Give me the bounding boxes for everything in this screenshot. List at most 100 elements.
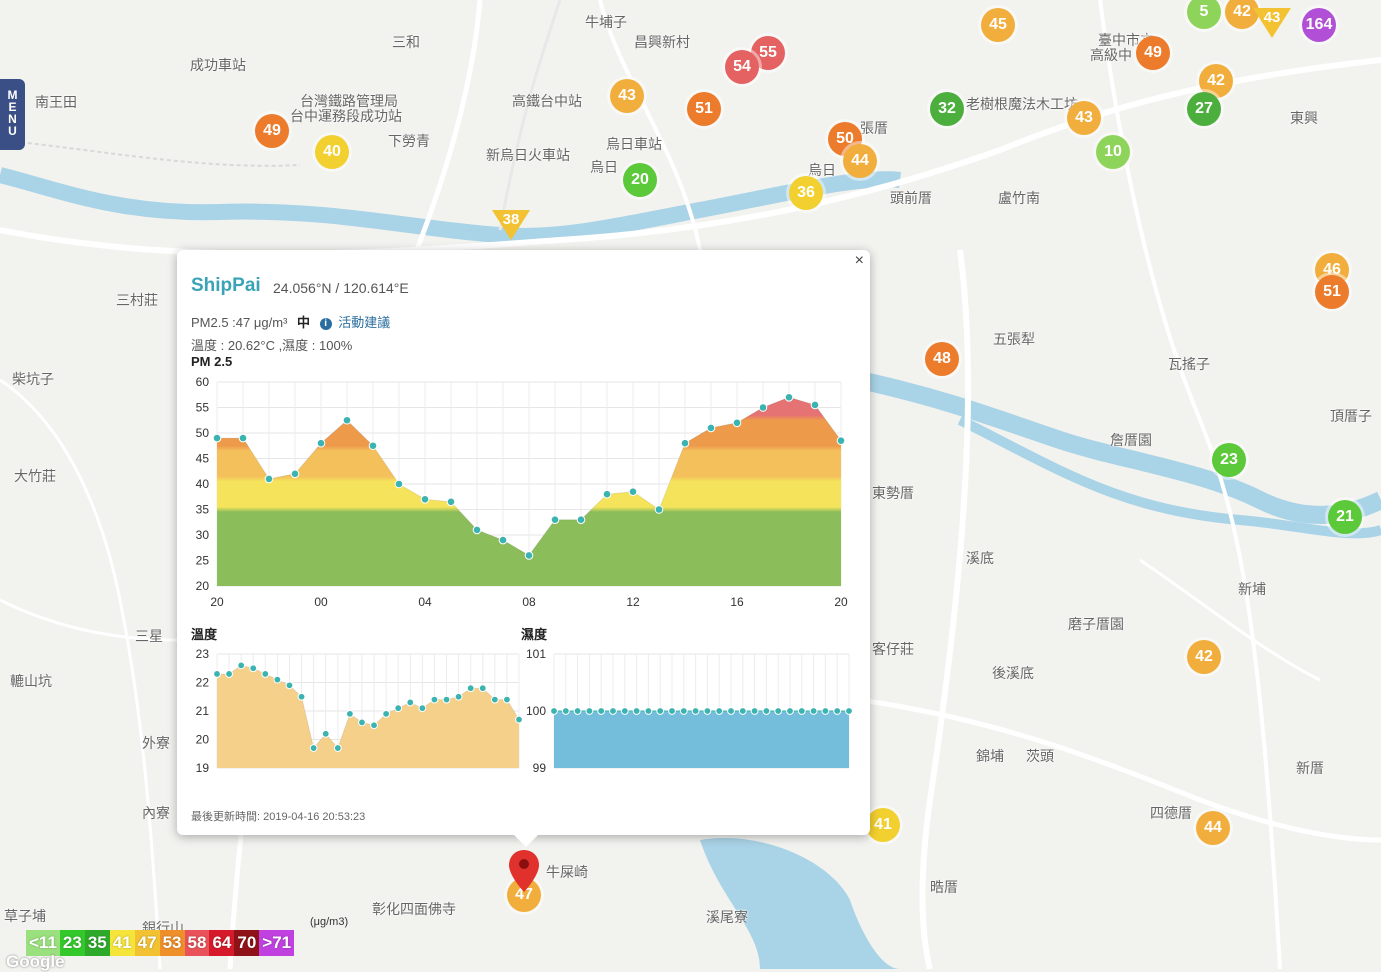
station-marker[interactable]: 48 [925, 342, 959, 376]
data-point [382, 709, 391, 718]
map-place-label: 烏日 [808, 163, 836, 179]
info-icon[interactable]: i [319, 318, 332, 330]
y-tick-label: 40 [196, 477, 210, 491]
data-point [515, 715, 523, 724]
data-point [845, 707, 853, 715]
map-place-label: 三村莊 [116, 293, 158, 309]
y-tick-label: 20 [196, 733, 210, 747]
data-point [727, 707, 735, 715]
station-coords: 24.056°N / 120.614°E [273, 280, 409, 296]
station-marker[interactable]: 42 [1187, 640, 1221, 674]
map-place-label: 詹厝園 [1110, 433, 1152, 449]
data-point [249, 664, 258, 673]
y-tick-label: 21 [196, 704, 210, 718]
data-point [786, 707, 794, 715]
map-place-label: 張厝 [860, 121, 888, 137]
y-tick-label: 22 [196, 676, 210, 690]
data-point [370, 721, 378, 730]
station-marker[interactable]: 27 [1187, 92, 1221, 126]
location-pin-icon[interactable] [509, 850, 539, 892]
station-marker[interactable]: 49 [255, 114, 289, 148]
legend-unit: (μg/m3) [310, 916, 349, 928]
advice-link[interactable]: 活動建議 [338, 315, 391, 330]
map-place-label: 牛埔子 [585, 15, 627, 31]
data-point [316, 438, 326, 448]
station-marker[interactable]: 51 [1315, 275, 1349, 309]
y-tick-label: 20 [196, 579, 210, 593]
close-icon[interactable]: × [854, 252, 864, 269]
y-tick-label: 45 [196, 452, 210, 466]
data-point [524, 551, 534, 560]
map-place-label: 客仔莊 [872, 642, 914, 658]
data-point [644, 707, 653, 715]
map-place-label: 瓦搖子 [1168, 357, 1210, 373]
station-marker-triangle[interactable]: 43 [1253, 8, 1291, 38]
map-place-label: 磨子厝園 [1068, 617, 1124, 633]
data-point [679, 707, 688, 715]
y-tick-label: 35 [196, 503, 210, 517]
data-point [446, 497, 456, 507]
data-point [213, 670, 221, 678]
menu-button[interactable]: M E N U [0, 79, 25, 150]
station-marker[interactable]: 51 [687, 92, 721, 126]
data-point [442, 695, 451, 704]
y-tick-label: 25 [196, 554, 210, 568]
map-place-label: 茨頭 [1026, 749, 1054, 765]
data-point [297, 692, 306, 701]
menu-letter: M [7, 88, 18, 102]
station-marker[interactable]: 54 [725, 50, 759, 84]
data-point [706, 423, 716, 433]
data-point [478, 684, 487, 693]
data-point [225, 670, 233, 678]
data-point [212, 433, 222, 443]
map-place-label: 柴坑子 [12, 372, 54, 388]
station-marker[interactable]: 10 [1096, 135, 1130, 169]
station-marker[interactable]: 20 [623, 163, 657, 197]
station-marker[interactable]: 44 [1196, 811, 1230, 845]
y-tick-label: 60 [196, 375, 210, 389]
station-marker[interactable]: 41 [866, 808, 900, 842]
station-marker[interactable]: 164 [1302, 8, 1336, 42]
station-marker[interactable]: 49 [1136, 36, 1170, 70]
station-marker[interactable]: 50 [828, 122, 862, 156]
map-place-label: 後溪底 [992, 666, 1034, 682]
x-tick-label: 20 [210, 595, 224, 609]
station-marker[interactable]: 43 [610, 79, 644, 113]
map-place-label: 轆山坑 [10, 674, 52, 690]
map-place-label: 老樹根魔法木工坊 [966, 97, 1078, 113]
x-tick-label: 04 [418, 595, 432, 609]
station-marker[interactable]: 40 [315, 135, 349, 169]
data-point [585, 707, 594, 715]
data-point [632, 707, 641, 715]
map-place-label: 台灣鐵路管理局 [300, 94, 398, 110]
map-place-label: 昌興新村 [634, 35, 690, 51]
aqi-legend: <11 23 35 41 47 53 58 64 70 >71 [26, 930, 295, 956]
google-logo: Google [6, 952, 65, 971]
station-marker[interactable]: 43 [1067, 101, 1101, 135]
data-point [321, 729, 330, 738]
y-tick-label: 55 [196, 401, 210, 415]
station-marker[interactable]: 32 [930, 92, 964, 126]
station-marker-triangle[interactable]: 38 [492, 210, 530, 240]
data-point [576, 515, 586, 524]
data-point [406, 698, 415, 707]
pm-reading: PM2.5 :47 μg/m³ 中 i 活動建議 [191, 312, 390, 331]
data-point [333, 744, 342, 752]
station-marker[interactable]: 36 [789, 176, 823, 210]
station-marker[interactable]: 5 [1187, 0, 1221, 29]
station-marker[interactable]: 21 [1328, 500, 1362, 534]
station-marker[interactable]: 45 [981, 8, 1015, 42]
data-point [394, 704, 403, 713]
data-point [466, 684, 475, 693]
data-point [732, 418, 742, 428]
station-popup: × ShipPai 24.056°N / 120.614°E PM2.5 :47… [177, 250, 870, 847]
temp-chart-title: 溫度 [191, 627, 218, 642]
station-marker[interactable]: 23 [1212, 443, 1246, 477]
data-point [654, 505, 664, 514]
map-place-label: 錦埔 [976, 749, 1004, 765]
legend-item: 64 [209, 930, 235, 956]
map-place-label: 彰化四面佛寺 [372, 902, 456, 918]
data-point [430, 695, 439, 704]
data-point [833, 707, 842, 715]
station-marker[interactable]: 44 [843, 144, 877, 178]
